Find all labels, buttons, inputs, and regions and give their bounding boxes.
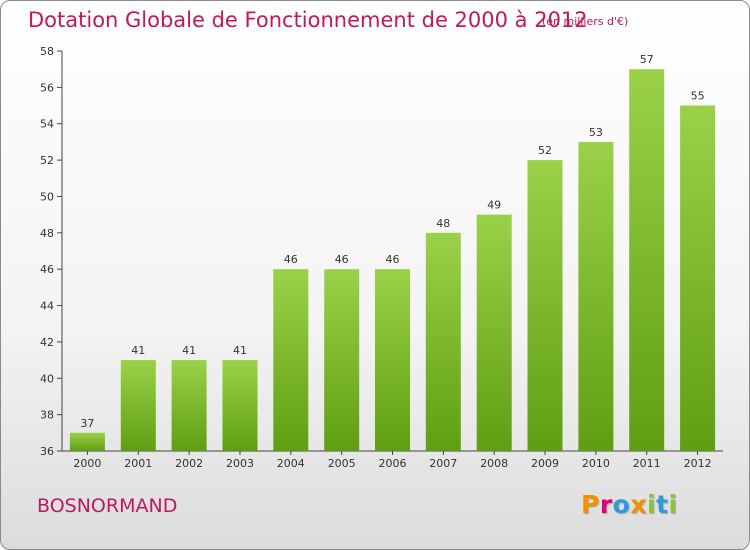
bar-2006: [375, 269, 410, 451]
data-label-2008: 49: [487, 199, 501, 212]
bar-2005: [324, 269, 360, 451]
bar-2007: [425, 232, 461, 451]
chart-axes: 36 38 40 42 44 46 48 50 52 54 56 58 2000 2001 2002 2003…: [40, 45, 723, 470]
x-tick-label-2012: 2012: [684, 457, 712, 470]
data-label-2002: 41: [182, 344, 196, 357]
x-tick-label-2000: 2000: [73, 457, 101, 470]
logo-letter: i: [668, 490, 678, 519]
bar-2010: [578, 141, 614, 451]
y-tick-label: 40: [40, 372, 54, 385]
y-tick-label: 48: [40, 227, 54, 240]
data-label-2006: 46: [386, 253, 400, 266]
y-tick-label: 56: [40, 81, 54, 94]
unit-note: (en milliers d'€): [542, 15, 629, 28]
proxiti-logo[interactable]: Proxiti: [581, 490, 678, 519]
y-tick-label: 42: [40, 336, 54, 349]
x-tick-label-2011: 2011: [633, 457, 661, 470]
x-tick-label-2003: 2003: [226, 457, 254, 470]
logo-letter: i: [647, 490, 657, 519]
y-tick-label: 46: [40, 263, 54, 276]
y-tick-label: 36: [40, 445, 54, 458]
y-tick-label: 54: [40, 118, 54, 131]
commune-name: BOSNORMAND: [37, 495, 178, 517]
x-tick-label-2002: 2002: [175, 457, 203, 470]
x-tick-label-2001: 2001: [124, 457, 152, 470]
data-label-2003: 41: [233, 344, 247, 357]
y-tick-label: 50: [40, 190, 54, 203]
bar-2011: [629, 69, 665, 451]
logo-letter: x: [630, 490, 647, 519]
x-tick-label-2009: 2009: [531, 457, 559, 470]
data-label-2005: 46: [335, 253, 349, 266]
bar-2003: [222, 360, 258, 451]
bar-2002: [171, 360, 207, 451]
data-label-2004: 46: [284, 253, 298, 266]
bar-series: [69, 69, 716, 451]
chart-title: Dotation Globale de Fonctionnement de 20…: [28, 8, 588, 32]
bar-2001: [120, 360, 156, 451]
data-label-2011: 57: [640, 53, 654, 66]
data-label-2012: 55: [691, 90, 705, 103]
data-label-2010: 53: [589, 126, 603, 139]
bar-2000: [69, 432, 105, 451]
data-label-2000: 37: [80, 417, 94, 430]
bar-2009: [527, 160, 563, 451]
y-tick-label: 58: [40, 45, 54, 58]
x-tick-label-2004: 2004: [277, 457, 305, 470]
x-tick-label-2007: 2007: [429, 457, 457, 470]
logo-letter: P: [581, 490, 600, 519]
y-tick-label: 44: [40, 300, 54, 313]
data-labels: 37 41 41 41 46 46 46 48 49 52 53 57 55: [80, 53, 704, 430]
x-tick-label-2010: 2010: [582, 457, 610, 470]
x-tick-label-2008: 2008: [480, 457, 508, 470]
logo-letter: o: [612, 490, 631, 519]
data-label-2007: 48: [436, 217, 450, 230]
logo-letter: t: [656, 490, 669, 519]
data-label-2001: 41: [131, 344, 145, 357]
data-label-2009: 52: [538, 144, 552, 157]
x-tick-label-2006: 2006: [379, 457, 407, 470]
logo-letter: r: [599, 490, 613, 519]
x-tick-label-2005: 2005: [328, 457, 356, 470]
y-tick-label: 52: [40, 154, 54, 167]
bar-2004: [273, 269, 309, 451]
y-tick-label: 38: [40, 409, 54, 422]
bar-2008: [476, 214, 512, 451]
bar-2012: [680, 105, 716, 451]
